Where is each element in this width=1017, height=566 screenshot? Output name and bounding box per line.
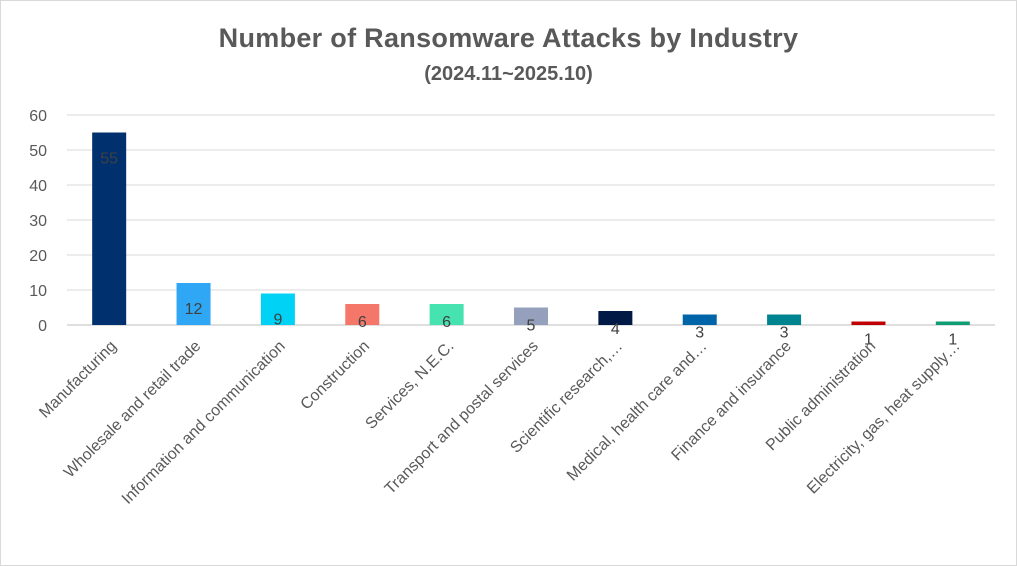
x-category-label: Wholesale and retail trade [61,338,205,482]
bar-1 [92,132,127,325]
y-tick-label: 20 [29,248,47,265]
data-label: 12 [185,301,203,318]
y-tick-label: 30 [29,213,47,230]
data-label: 5 [527,318,536,335]
data-label: 3 [695,325,704,342]
x-category-label: Information and communication [119,338,289,508]
bar-9 [767,314,802,325]
y-tick-label: 10 [29,283,47,300]
data-label: 55 [100,151,118,168]
bar-10 [851,321,886,325]
bar-3 [260,293,295,325]
data-label: 1 [948,332,957,349]
bar-7 [598,311,633,325]
y-tick-label: 50 [29,143,47,160]
bar-8 [682,314,717,325]
data-label: 6 [358,314,367,331]
bar-4 [345,304,380,325]
chart-title: Number of Ransomware Attacks by Industry [218,23,799,53]
x-category-label: Services, N.E.C. [362,338,457,433]
chart-subtitle: (2024.11~2025.10) [424,63,593,85]
y-tick-label: 0 [38,318,47,335]
y-tick-label: 60 [29,108,47,125]
x-category-label: Construction [298,338,374,414]
bar-11 [935,321,970,325]
data-label: 6 [442,314,451,331]
data-label: 4 [611,321,620,338]
bar-6 [514,307,548,325]
data-label: 1 [864,332,873,349]
x-category-label: Transport and postal services [382,338,542,498]
data-label: 3 [780,325,789,342]
bar-2 [176,283,211,325]
data-label: 9 [273,312,282,329]
x-category-label: Electricity, gas, heat supply… [804,338,964,498]
bar-5 [429,304,464,325]
x-category-label: Manufacturing [36,338,120,422]
y-tick-label: 40 [29,178,47,195]
x-category-label: Medical, health care and… [564,338,711,485]
